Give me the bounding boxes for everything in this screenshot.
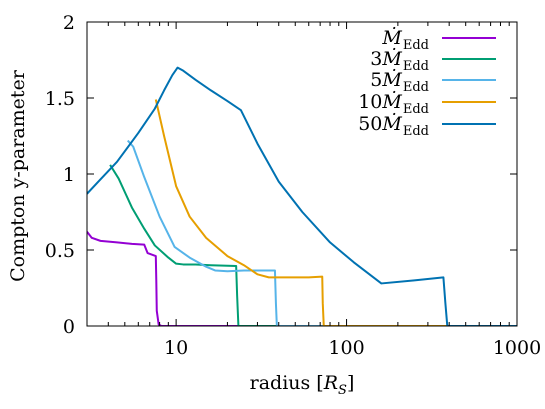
ticks-layer: 10 100 1000 0 0.5 1 1.5 2 — [45, 12, 541, 359]
series-line-3 — [126, 139, 517, 326]
y-tick-label: 0 — [63, 316, 75, 338]
y-tick-label: 2 — [63, 12, 75, 34]
y-tick-label: 0.5 — [45, 240, 75, 262]
series-line-2 — [109, 164, 517, 326]
legend-label-1: ṀEdd — [381, 26, 429, 53]
y-axis-title: Compton y-parameter — [7, 69, 29, 282]
y-tick-label: 1 — [63, 164, 75, 186]
x-tick-label: 100 — [328, 337, 364, 359]
plot-frame — [86, 21, 518, 327]
series-line-4 — [154, 99, 517, 326]
x-tick-label: 1000 — [493, 337, 541, 359]
x-axis-title: radius [RS] — [250, 372, 355, 398]
legend-label-5: 50ṀEdd — [358, 112, 429, 139]
series-line-5 — [87, 66, 517, 326]
y-tick-label: 1.5 — [45, 88, 75, 110]
series-line-1 — [87, 231, 517, 326]
legend-label-4: 10ṀEdd — [358, 90, 429, 117]
series-layer — [87, 66, 517, 326]
legend-label-3: 5ṀEdd — [370, 68, 429, 95]
legend-label-2: 3ṀEdd — [370, 47, 429, 74]
x-tick-label: 10 — [164, 337, 188, 359]
